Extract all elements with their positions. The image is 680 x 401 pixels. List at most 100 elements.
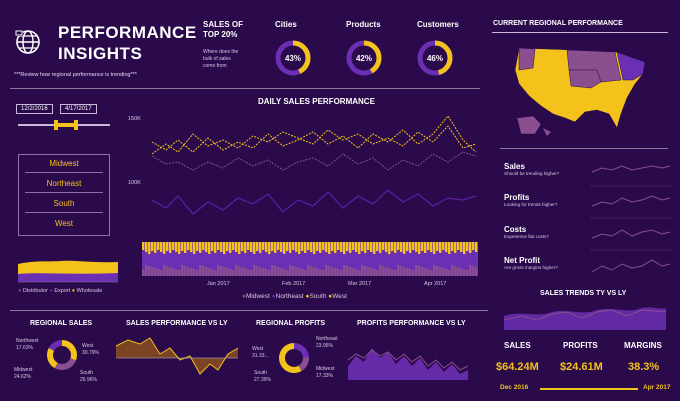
date-slicer[interactable]: 12/2/2016 4/17/2017 <box>16 104 116 134</box>
bar-strip-segment <box>385 242 388 252</box>
bar-strip-segment <box>325 242 328 252</box>
bar-strip-segment <box>352 242 355 250</box>
bar-strip-segment <box>187 267 190 276</box>
sparkline-profits: Profits Looking for trends higher? <box>504 193 558 207</box>
rp-northeast-label: Northeast 23.95% <box>316 336 338 349</box>
rp-south-label: South 27.39% <box>254 370 271 383</box>
bar-strip-segment <box>265 242 268 252</box>
bar-strip-segment <box>424 242 427 253</box>
header-divider <box>10 88 480 89</box>
legend-export: Export <box>54 288 71 294</box>
bar-strip-segment <box>424 268 427 276</box>
bar-strip-segment <box>151 267 154 276</box>
map-title: CURRENT REGIONAL PERFORMANCE <box>493 20 623 27</box>
regional-profits-title: REGIONAL PROFITS <box>256 320 326 327</box>
sparkline-lines <box>590 165 672 273</box>
date-slider-handle-start[interactable] <box>54 120 58 130</box>
region-item-west[interactable]: West <box>54 219 74 228</box>
date-start-input[interactable]: 12/2/2016 <box>16 104 53 114</box>
channel-area-chart <box>18 260 118 283</box>
bar-strip-segment <box>247 242 250 250</box>
bar-strip-segment <box>196 242 199 251</box>
bar-strip-segment <box>322 270 325 276</box>
bar-strip-segment <box>175 269 178 276</box>
date-slider-fill <box>56 123 76 127</box>
bar-strip-segment <box>466 242 469 251</box>
bar-strip-segment <box>253 242 256 254</box>
donut-segment <box>47 340 77 370</box>
channel-legend: ● Distributor ● Export ● Wholesale <box>18 288 103 294</box>
sales-trends-title: SALES TRENDS TY VS LY <box>540 290 627 297</box>
bar-strip-segment <box>229 269 232 276</box>
region-item-northeast[interactable]: Northeast <box>19 179 109 193</box>
bar-strip-segment <box>319 242 322 253</box>
bar-strip-segment <box>226 268 229 276</box>
bar-strip-segment <box>331 242 334 251</box>
kpi-sales-label: SALES <box>504 341 531 350</box>
bar-strip-segment <box>271 242 274 251</box>
bar-strip-segment <box>148 242 151 254</box>
bar-strip-segment <box>355 269 358 276</box>
bar-strip-segment <box>199 265 202 276</box>
bar-strip-segment <box>301 242 304 251</box>
region-item-south[interactable]: South <box>19 199 109 213</box>
bar-strip-segment <box>286 270 289 276</box>
bar-strip-segment <box>394 242 397 253</box>
bar-strip-segment <box>172 268 175 276</box>
bar-strip-segment <box>223 267 226 276</box>
bar-strip-segment <box>436 242 439 251</box>
bar-strip-segment <box>355 242 358 252</box>
period-bar <box>540 388 638 390</box>
bar-strip-segment <box>316 268 319 276</box>
bar-strip-segment <box>220 242 223 252</box>
bar-strip-segment <box>340 270 343 276</box>
bar-strip-segment <box>259 242 262 253</box>
bar-strip-segment <box>391 242 394 251</box>
bar-strip-segment <box>166 242 169 251</box>
period-end: Apr 2017 <box>643 384 671 391</box>
daily-sales-legend: ●Midwest ●Northeast ●South ●West <box>242 293 347 300</box>
bar-strip-segment <box>169 267 172 276</box>
bar-strip-segment <box>325 265 328 276</box>
bar-strip-segment <box>181 242 184 251</box>
bar-strip-segment <box>154 242 157 253</box>
bar-strip-segment <box>427 242 430 250</box>
y-tick-150k: 150K <box>128 116 141 122</box>
region-item-midwest[interactable]: Midwest <box>19 159 109 173</box>
bar-strip-segment <box>184 266 187 276</box>
bar-strip-segment <box>337 242 340 250</box>
bar-strip-segment <box>169 242 172 253</box>
bar-strip-segment <box>283 242 286 254</box>
bar-strip-segment <box>433 242 436 254</box>
date-slider-handle-end[interactable] <box>74 120 78 130</box>
bar-strip-segment <box>370 268 373 276</box>
bar-strip-segment <box>451 265 454 276</box>
x-tick-feb: Feb 2017 <box>282 281 306 287</box>
bar-strip-segment <box>256 242 259 251</box>
bar-strip-segment <box>277 267 280 276</box>
bar-strip-segment <box>322 242 325 250</box>
bar-strip-segment <box>454 266 457 276</box>
bar-strip-segment <box>193 242 196 254</box>
bar-strip-segment <box>292 242 295 250</box>
bar-strip-segment <box>379 265 382 276</box>
kpi-margins-label: MARGINS <box>624 341 662 350</box>
bar-strip-segment <box>304 242 307 253</box>
map-title-underline <box>492 32 668 33</box>
bar-strip-segment <box>250 242 253 252</box>
donut-value-customers: 46% <box>427 54 443 63</box>
bar-strip-segment <box>247 269 250 276</box>
donut-segment <box>47 340 77 370</box>
bar-strip-segment <box>349 267 352 276</box>
bar-strip-segment <box>400 266 403 276</box>
bar-strip-segment <box>316 242 319 251</box>
regional-sales-donut <box>47 340 77 370</box>
bar-strip-segment <box>220 266 223 276</box>
donut-segment <box>279 343 309 373</box>
bar-strip-segment <box>388 268 391 276</box>
bar-strip-segment <box>271 265 274 276</box>
bar-strip-segment <box>457 267 460 276</box>
date-end-input[interactable]: 4/17/2017 <box>60 104 97 114</box>
bar-strip-segment <box>439 267 442 276</box>
bar-strip-segment <box>328 242 331 254</box>
